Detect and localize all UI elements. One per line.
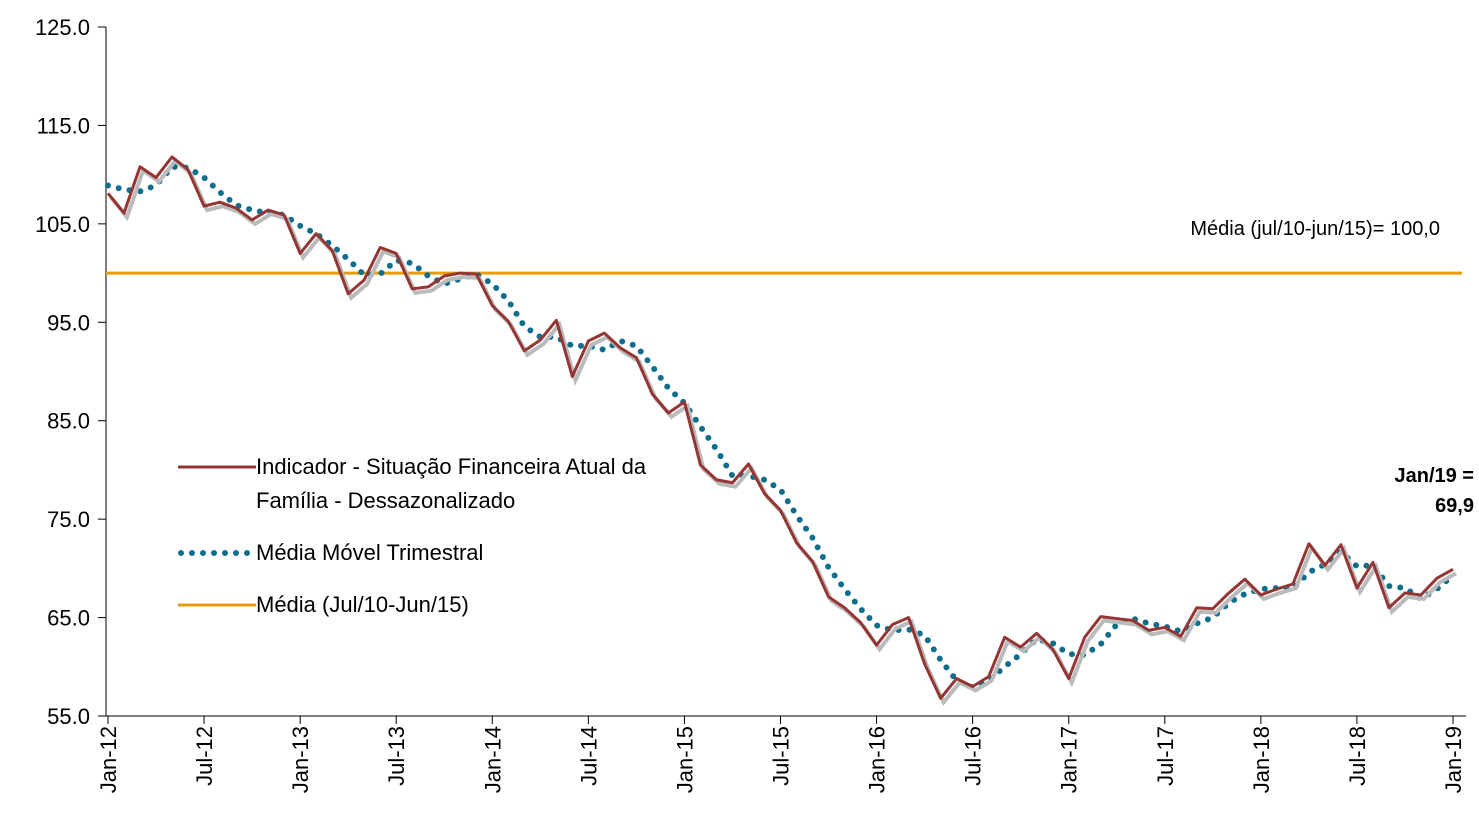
y-tick-label: 125.0 [35,15,90,40]
y-tick-label: 85.0 [47,409,90,434]
x-tick-label: Jan-19 [1441,726,1466,793]
legend-item: Média (Jul/10-Jun/15) [178,588,676,622]
x-tick-label: Jul-14 [576,726,601,786]
annotation: Jan/19 = [1394,465,1474,487]
x-tick-label: Jul-18 [1345,726,1370,786]
x-tick-label: Jan-16 [865,726,890,793]
legend-label: Indicador - Situação Financeira Atual da… [256,454,647,513]
legend-item: Média Móvel Trimestral [178,536,676,570]
y-tick-label: 115.0 [37,113,90,138]
legend-item: Indicador - Situação Financeira Atual da… [178,450,676,518]
y-tick-label: 105.0 [35,212,90,237]
legend-symbol [178,603,256,607]
legend-label: Média (Jul/10-Jun/15) [256,592,469,617]
x-tick-label: Jan-14 [480,726,505,793]
y-tick-label: 75.0 [47,507,90,532]
x-tick-label: Jan-17 [1057,726,1082,793]
legend-symbol [178,550,256,556]
moving-average-line [105,163,1456,691]
x-tick-label: Jul-12 [192,726,217,786]
x-tick-label: Jan-13 [288,726,313,793]
y-tick-label: 55.0 [47,704,90,729]
annotation: 69,9 [1435,495,1474,517]
x-tick-label: Jan-18 [1249,726,1274,793]
x-tick-label: Jan-15 [672,726,697,793]
x-tick-label: Jul-15 [769,726,794,786]
legend: Indicador - Situação Financeira Atual da… [178,450,676,640]
y-tick-label: 95.0 [47,310,90,335]
y-tick-label: 65.0 [47,606,90,631]
legend-label: Média Móvel Trimestral [256,540,484,565]
annotation: Média (jul/10-jun/15)= 100,0 [1190,218,1440,240]
legend-symbol [178,465,256,469]
x-tick-label: Jul-13 [384,726,409,786]
x-tick-label: Jul-17 [1153,726,1178,786]
x-tick-label: Jul-16 [961,726,986,786]
x-tick-label: Jan-12 [96,726,121,793]
indicator-line [106,155,1454,700]
